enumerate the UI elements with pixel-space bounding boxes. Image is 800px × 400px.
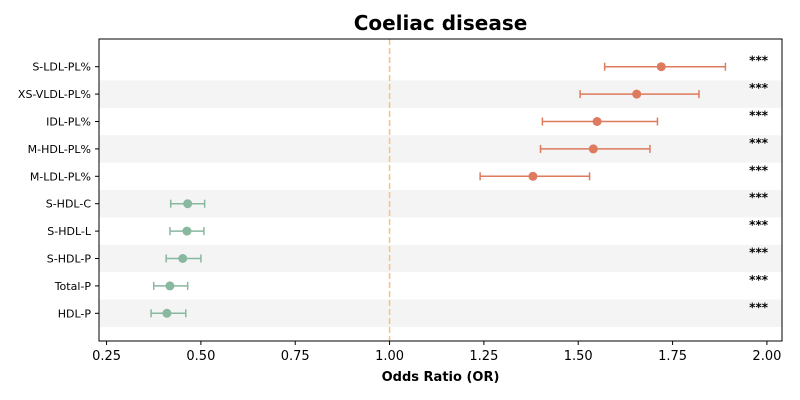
x-tick-label: 1.50	[564, 349, 593, 364]
x-tick-label: 1.00	[375, 349, 404, 364]
y-tick-label: Total-P	[54, 280, 92, 293]
y-tick-label: S-LDL-PL%	[32, 61, 91, 74]
row-stripes	[99, 80, 782, 327]
y-tick-label: S-HDL-P	[47, 253, 92, 266]
row-stripe	[99, 135, 782, 163]
estimate-row: ***	[169, 218, 769, 236]
x-tick-label: 0.25	[92, 349, 121, 364]
significance-label: ***	[749, 246, 769, 260]
y-axis: S-LDL-PL% XS-VLDL-PL% IDL-PL% M-HDL-PL% M-LD…	[18, 61, 99, 320]
significance-label: ***	[749, 109, 769, 123]
estimate-row: ***	[603, 54, 769, 72]
x-tick-label: 0.50	[186, 349, 215, 364]
significance-label: ***	[749, 273, 769, 287]
chart-title: Coeliac disease	[354, 11, 528, 35]
estimate-rows: *** *** *** *** *** *** *** *** *** ***	[150, 54, 769, 318]
estimate-row: ***	[169, 191, 769, 209]
x-axis: 0.25 0.50 0.75 1.00 1.25 1.50 1.75 2.00	[92, 341, 781, 364]
estimate-row: ***	[150, 300, 769, 318]
y-tick-label: IDL-PL%	[46, 116, 91, 129]
plot-frame	[98, 38, 783, 342]
odds-ratio-point	[165, 281, 175, 291]
significance-label: ***	[749, 163, 769, 177]
odds-ratio-point	[178, 254, 188, 263]
estimate-row: ***	[541, 109, 769, 126]
y-tick-label: XS-VLDL-PL%	[18, 88, 91, 101]
odds-ratio-point	[182, 226, 192, 236]
y-tick-label: HDL-P	[58, 307, 92, 320]
x-tick-label: 1.75	[658, 349, 687, 364]
y-tick-label: S-HDL-C	[46, 198, 92, 211]
significance-label: ***	[749, 136, 769, 150]
y-tick-label: S-HDL-L	[47, 225, 92, 238]
estimate-row: ***	[579, 81, 769, 99]
odds-ratio-point	[528, 171, 538, 181]
odds-ratio-point	[162, 308, 172, 318]
odds-ratio-point	[183, 199, 193, 209]
odds-ratio-point	[588, 144, 598, 154]
odds-ratio-point	[632, 89, 642, 99]
x-tick-label: 1.25	[469, 349, 498, 364]
estimate-row: ***	[539, 136, 769, 154]
estimate-row: ***	[479, 163, 769, 181]
y-tick-label: M-LDL-PL%	[30, 170, 91, 183]
significance-label: ***	[749, 81, 769, 95]
odds-ratio-point	[592, 117, 602, 126]
significance-label: ***	[749, 54, 769, 68]
row-stripe	[99, 299, 782, 327]
x-tick-label: 2.00	[752, 349, 781, 364]
significance-label: ***	[749, 300, 769, 314]
significance-label: ***	[749, 191, 769, 205]
x-axis-label: Odds Ratio (OR)	[382, 370, 500, 385]
x-tick-label: 0.75	[281, 349, 310, 364]
odds-ratio-point	[656, 62, 666, 72]
row-stripe	[99, 190, 782, 218]
estimate-row: ***	[152, 273, 769, 291]
significance-label: ***	[749, 218, 769, 232]
y-tick-label: M-HDL-PL%	[28, 143, 91, 156]
row-stripe	[99, 244, 782, 273]
estimate-row: ***	[165, 246, 769, 263]
